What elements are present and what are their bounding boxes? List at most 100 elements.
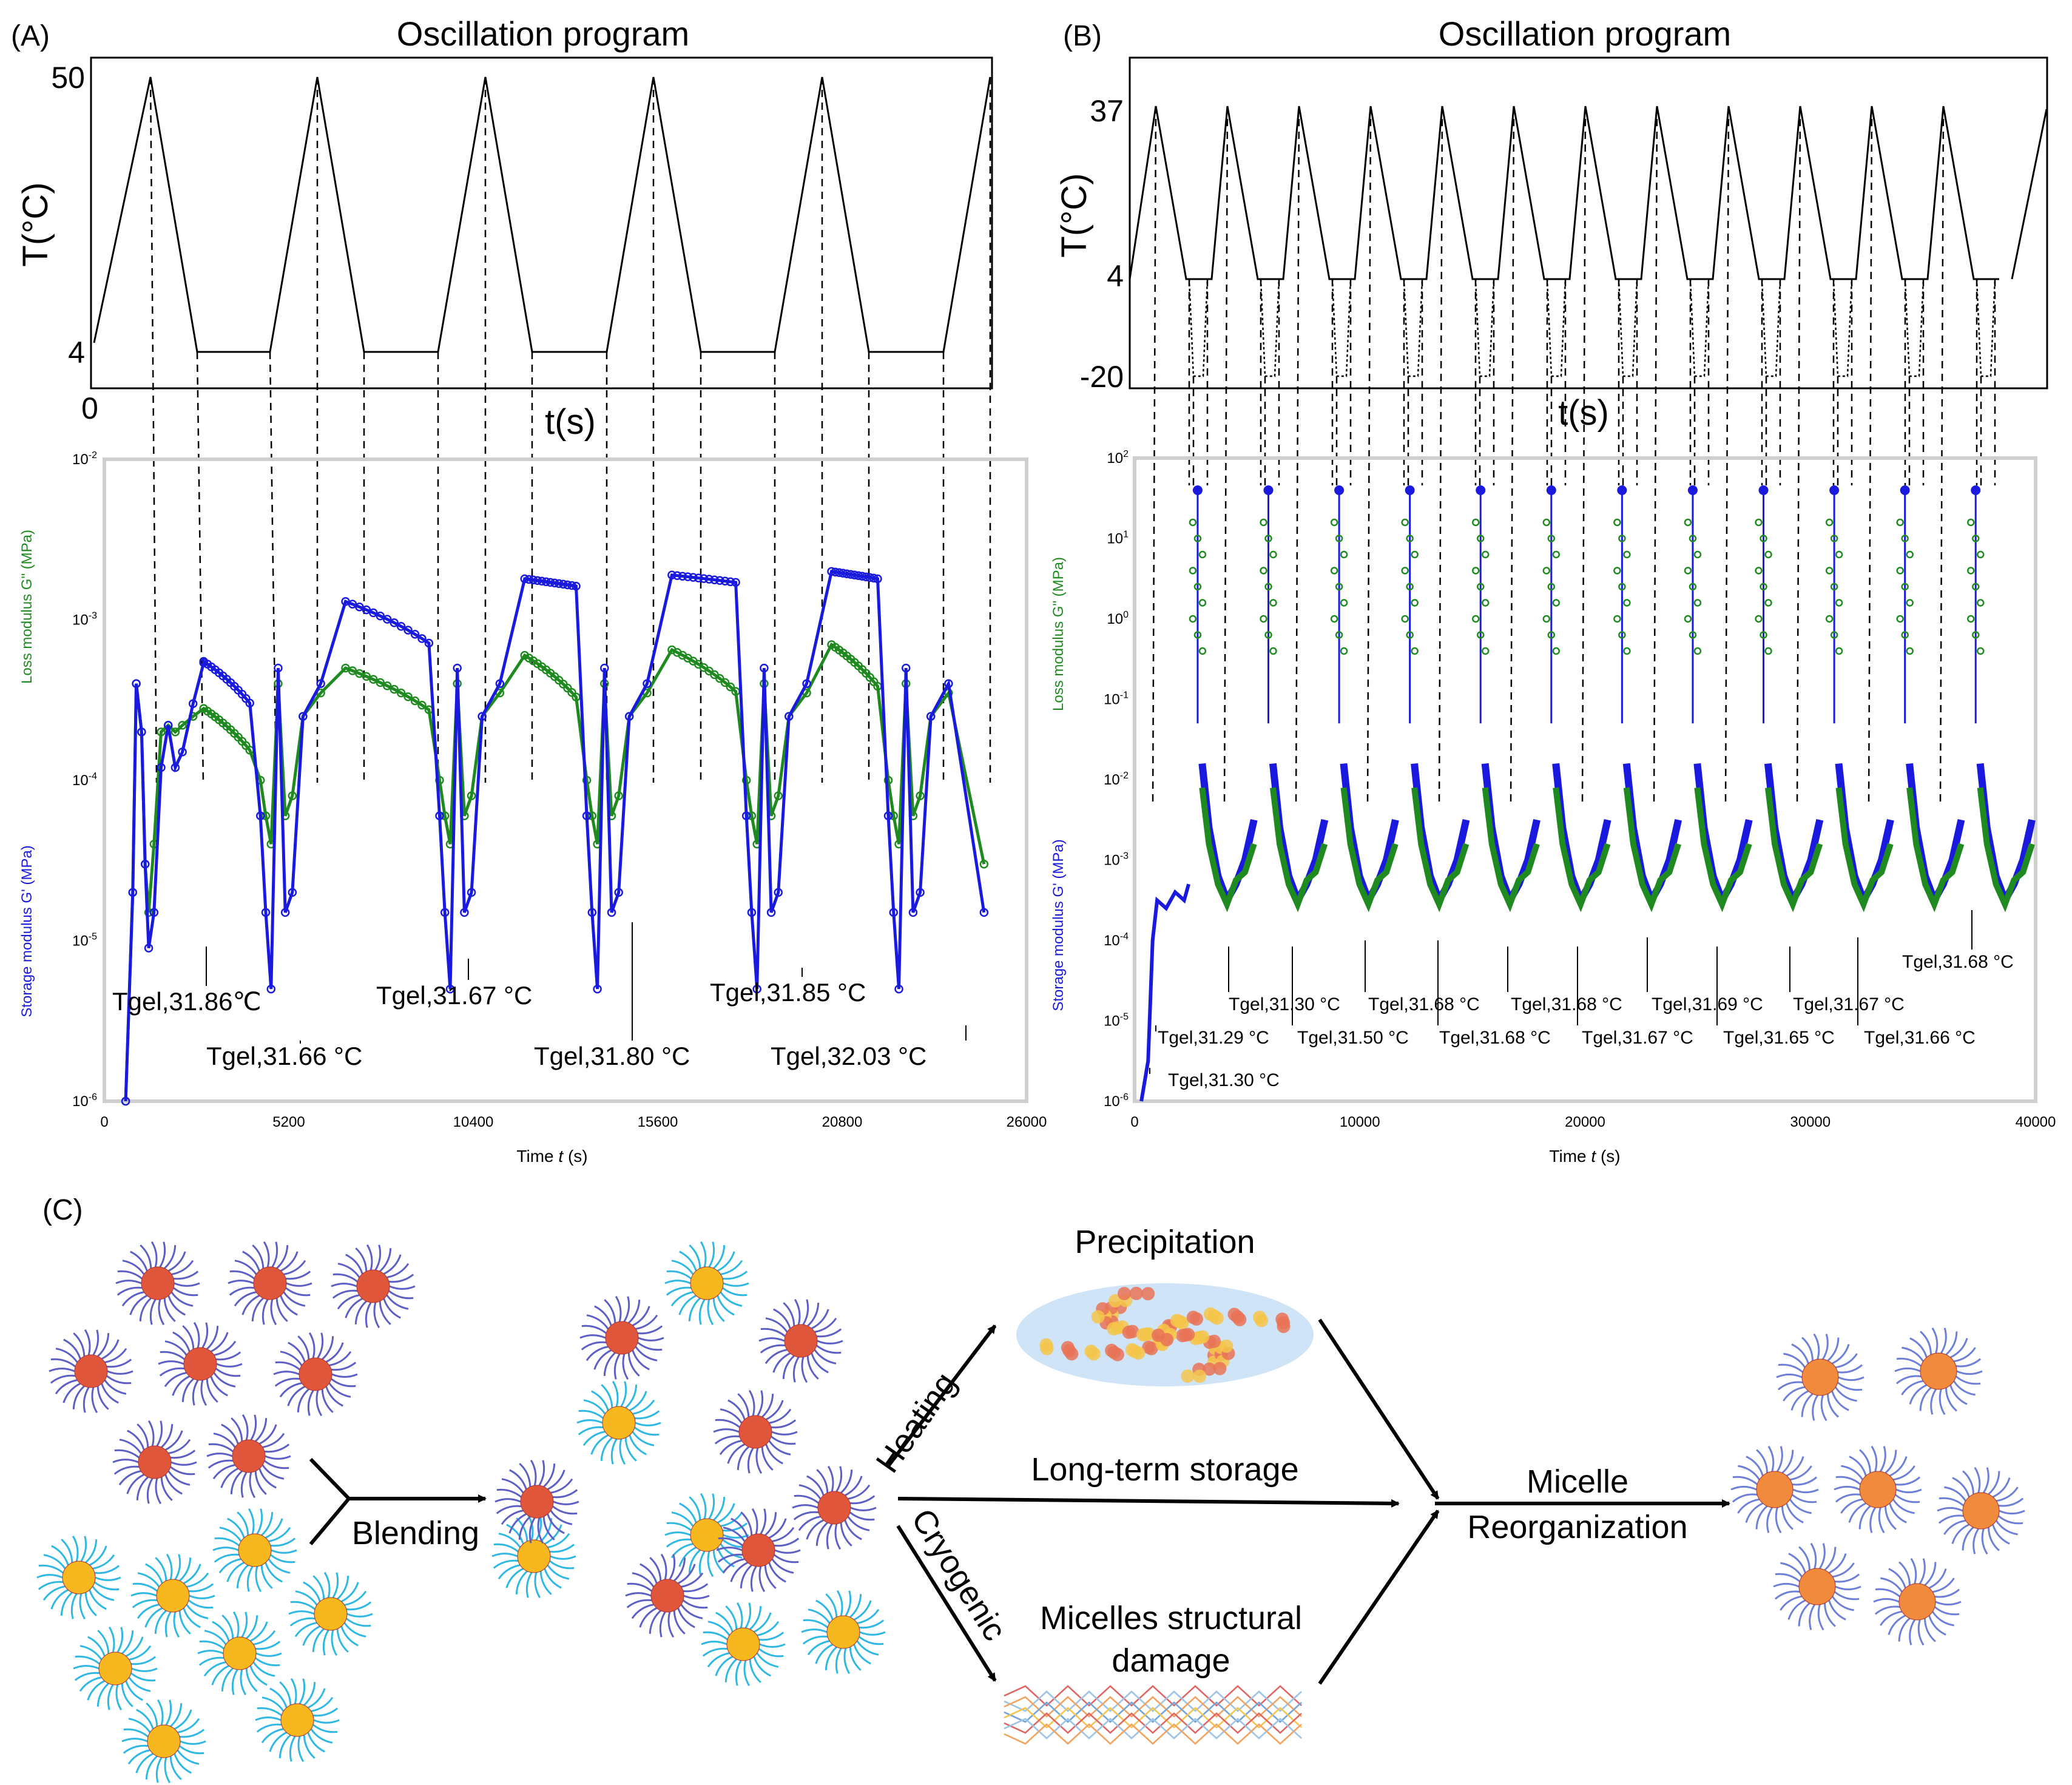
micelle-corona-chain xyxy=(221,1667,234,1692)
micelle-corona-chain xyxy=(211,1665,229,1685)
micelle-corona-chain xyxy=(712,1298,725,1322)
reorg-label-line1: Micelle xyxy=(1527,1463,1628,1500)
storage-modulus-series-point xyxy=(545,578,555,587)
storage-modulus-point xyxy=(1829,485,1840,495)
x-tick-label: 15600 xyxy=(638,1114,678,1130)
micelle-corona-chain xyxy=(158,1360,184,1365)
micelle-corona-chain xyxy=(74,1672,100,1681)
micelle-corona-chain xyxy=(1910,1557,1917,1584)
micelle-corona-chain xyxy=(1791,1494,1817,1503)
micelle-corona-chain xyxy=(760,1508,767,1535)
loss-modulus-series xyxy=(1199,787,1257,913)
tgel-annotation: Tgel,31.67 °C xyxy=(1793,994,1905,1014)
micelle-corona-chain xyxy=(1838,1376,1864,1382)
micelle-corona-chain xyxy=(130,1672,156,1682)
program-a-xtick-0: 0 xyxy=(81,391,98,425)
micelle-corona-chain xyxy=(374,1244,382,1271)
micelle-corona-chain xyxy=(505,1568,524,1588)
micelle-corona-chain xyxy=(1878,1507,1885,1534)
micelle-corona-chain xyxy=(1894,1367,1921,1372)
micelle-corona-chain xyxy=(544,1524,562,1545)
micelle-corona-chain xyxy=(73,1665,100,1670)
micelle-corona-chain xyxy=(731,1517,749,1539)
micelle-corona-chain xyxy=(1949,1338,1968,1358)
micelle-corona-chain xyxy=(1880,1610,1903,1626)
micelle-corona-chain xyxy=(231,1669,238,1695)
micelle-corona-chain xyxy=(288,1610,315,1615)
micelle-corona-chain xyxy=(1841,1465,1864,1480)
micelle-corona-chain xyxy=(1774,1590,1800,1600)
micelle xyxy=(255,1678,340,1763)
micelle-corona-chain xyxy=(720,1511,743,1527)
micelle-corona-chain xyxy=(308,1332,316,1358)
storage-modulus-series-point xyxy=(607,908,616,917)
micelle-corona-chain xyxy=(1932,1577,1955,1593)
y-tick-exponent: 0 xyxy=(1123,610,1129,620)
micelle-corona-chain xyxy=(275,1361,301,1371)
loss-modulus-point xyxy=(1260,518,1267,527)
micelle-corona-chain xyxy=(231,1417,243,1442)
micelle-corona-chain xyxy=(765,1443,783,1465)
micelle-corona-chain xyxy=(331,1630,338,1656)
micelle-corona-chain xyxy=(72,1385,85,1409)
loss-modulus-point xyxy=(1193,535,1202,542)
micelle-corona-chain xyxy=(768,1562,786,1583)
loss-modulus-point xyxy=(1618,582,1626,591)
cryogenic-segment xyxy=(1761,278,1781,377)
loss-modulus-point xyxy=(1198,550,1207,559)
micelle-corona-chain xyxy=(552,1505,578,1515)
storage-modulus-series-point xyxy=(614,888,623,897)
micelle-corona-chain xyxy=(1895,1375,1922,1385)
micelle-corona-chain xyxy=(237,1511,249,1536)
micelle-corona-chain xyxy=(1909,1337,1928,1358)
micelle-corona-chain xyxy=(547,1564,570,1580)
micelle-corona-chain xyxy=(744,1602,752,1629)
micelle-corona-chain xyxy=(843,1648,851,1675)
micelle xyxy=(1730,1445,1819,1534)
aggregate-particle xyxy=(1220,1339,1233,1353)
micelle-corona-chain xyxy=(270,1299,277,1326)
micelle-corona-chain xyxy=(213,1432,236,1448)
micelle-corona-chain xyxy=(1812,1394,1818,1421)
micelle-corona-chain xyxy=(620,1381,627,1408)
micelle-corona-chain xyxy=(1889,1503,1907,1523)
micelle-corona-chain xyxy=(174,1709,192,1730)
micelle-corona-chain xyxy=(826,1523,833,1550)
micelle-corona-chain xyxy=(303,1682,316,1706)
loss-modulus-point xyxy=(1264,535,1272,542)
rheology-a-x-axis: 0 5200 10400 15600 20800 26000 xyxy=(100,1114,1047,1130)
micelle-corona-chain xyxy=(164,1245,177,1269)
micelle-core xyxy=(517,1539,551,1573)
micelle-corona-chain xyxy=(1869,1507,1876,1533)
micelle-corona-chain xyxy=(164,1372,187,1388)
micelle-corona-chain xyxy=(808,1608,831,1624)
loss-modulus-point xyxy=(1906,550,1914,559)
micelle-corona-chain xyxy=(253,1630,276,1645)
loss-modulus-series-point xyxy=(587,811,597,820)
storage-modulus-series-point xyxy=(916,888,925,897)
rheology-a-storage-label: Storage modulus G' (MPa) xyxy=(19,845,35,1017)
micelle-corona-chain xyxy=(268,1558,291,1574)
micelle-corona-chain xyxy=(794,1298,801,1325)
micelle-core xyxy=(817,1491,851,1525)
micelle-corona-chain xyxy=(283,1260,306,1275)
loss-modulus-point xyxy=(1825,567,1834,575)
y-tick-label: 101 xyxy=(1107,530,1129,547)
storage-modulus-series-point xyxy=(624,712,634,721)
micelle-core xyxy=(1898,1583,1936,1621)
micelle-corona-chain xyxy=(723,1534,749,1539)
program-a-temperature-line xyxy=(93,76,991,353)
storage-modulus-series-point xyxy=(752,984,761,994)
micelle-corona-chain xyxy=(638,1337,664,1341)
micelle-corona-chain xyxy=(172,1331,191,1352)
micelle-corona-chain xyxy=(344,1590,367,1606)
loss-modulus-point xyxy=(1481,647,1490,655)
micelle-corona-chain xyxy=(337,1576,349,1600)
micelle-corona-chain xyxy=(1834,1485,1860,1491)
micelle-corona-chain xyxy=(183,1607,201,1628)
rheology-a-series xyxy=(121,567,989,1106)
micelle-corona-chain xyxy=(186,1572,209,1588)
storage-modulus-series-point xyxy=(889,908,899,917)
micelle-corona-chain xyxy=(70,1593,78,1619)
storage-modulus-series-point xyxy=(266,984,276,994)
